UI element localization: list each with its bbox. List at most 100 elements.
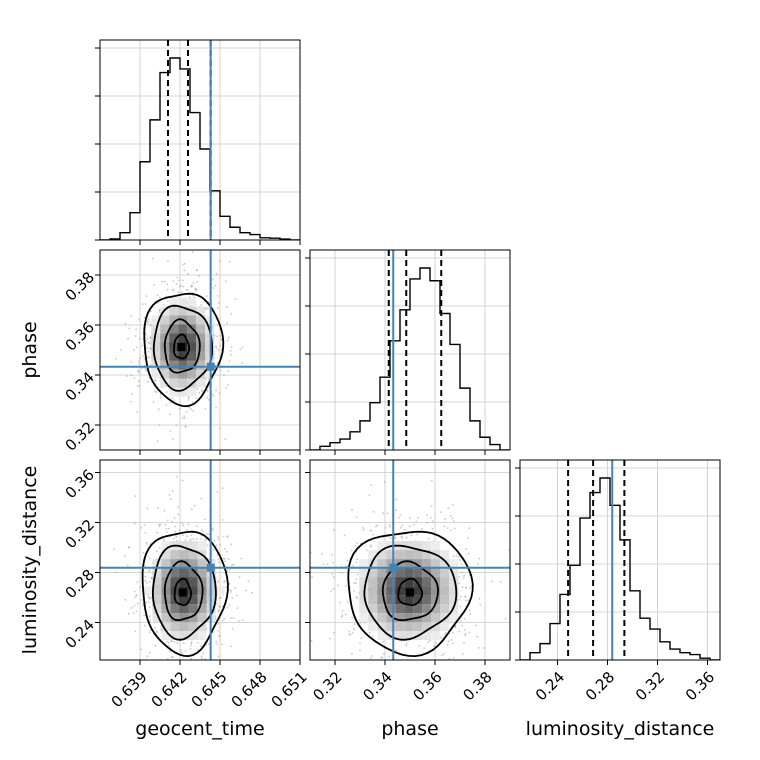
- sample-point: [132, 612, 135, 615]
- sample-point: [354, 544, 356, 547]
- panel-frame: [99, 249, 301, 451]
- sample-point: [198, 391, 201, 394]
- x-tick-label: 0.24: [532, 668, 568, 704]
- sample-point: [464, 595, 467, 598]
- sample-point: [149, 615, 151, 617]
- sample-point: [215, 406, 217, 409]
- density-cell: [413, 541, 423, 551]
- density-cell: [359, 568, 369, 578]
- panel-plot-area: [520, 460, 720, 660]
- sample-point: [427, 641, 429, 643]
- density-cell: [386, 604, 396, 614]
- density-cell: [422, 604, 432, 614]
- density-cell: [386, 577, 396, 587]
- sample-point: [228, 360, 231, 363]
- density-cell: [422, 622, 432, 632]
- sample-point: [461, 624, 463, 627]
- sample-point: [147, 341, 150, 344]
- sample-point: [230, 312, 233, 315]
- sample-point: [351, 508, 353, 511]
- density-cell: [178, 387, 188, 397]
- sample-point: [449, 515, 452, 517]
- density-cell: [152, 577, 162, 587]
- sample-point: [352, 564, 355, 567]
- sample-point: [326, 563, 329, 565]
- sample-point: [383, 480, 386, 483]
- x-axis-label-luminosity_distance: luminosity_distance: [526, 718, 715, 740]
- sample-point: [359, 622, 361, 624]
- x-axis-label-geocent_time: geocent_time: [135, 718, 264, 740]
- sample-point: [130, 393, 133, 395]
- sample-point: [205, 295, 208, 297]
- sample-point: [477, 562, 479, 565]
- sample-point: [333, 631, 335, 634]
- sample-point: [229, 589, 232, 591]
- panel-frame: [309, 249, 511, 451]
- sample-point: [355, 662, 357, 664]
- sample-point: [143, 614, 145, 617]
- density-cell: [395, 577, 405, 587]
- sample-point: [200, 657, 203, 660]
- sample-point: [344, 613, 347, 616]
- density-cell: [188, 559, 198, 569]
- sample-point: [172, 537, 175, 540]
- density-cell: [377, 631, 387, 641]
- sample-point: [355, 582, 357, 585]
- density-cell: [161, 550, 171, 560]
- sample-point: [140, 648, 143, 651]
- sample-point: [475, 624, 478, 627]
- sample-point: [236, 607, 239, 609]
- sample-point: [241, 619, 244, 622]
- density-cell: [160, 351, 170, 361]
- sample-point: [196, 387, 199, 390]
- sample-point: [139, 337, 141, 340]
- sample-point: [217, 295, 219, 297]
- sample-point: [136, 369, 139, 372]
- sample-point: [218, 597, 221, 599]
- sample-point: [398, 672, 400, 674]
- sample-point: [478, 647, 480, 649]
- sample-point: [182, 642, 185, 645]
- sample-point: [353, 628, 355, 630]
- sample-point: [149, 323, 152, 326]
- density-cell: [152, 604, 162, 614]
- sample-point: [198, 274, 201, 277]
- sample-point: [452, 555, 455, 557]
- sample-point: [217, 609, 220, 612]
- density-cell: [449, 568, 459, 578]
- sample-point: [133, 522, 136, 525]
- sample-point: [133, 377, 136, 379]
- sample-point: [138, 385, 141, 387]
- density-cell: [386, 622, 396, 632]
- density-cell: [169, 297, 179, 307]
- sample-point: [459, 595, 462, 598]
- sample-point: [217, 536, 220, 538]
- sample-point: [202, 652, 205, 655]
- sample-point: [468, 609, 471, 612]
- sample-point: [158, 525, 161, 528]
- density-cell: [422, 559, 432, 569]
- sample-point: [224, 280, 227, 283]
- density-cell: [160, 324, 170, 334]
- sample-point: [230, 543, 232, 545]
- y-tick-label: 0.32: [62, 516, 98, 552]
- density-cell: [169, 306, 179, 316]
- panel-frame: [99, 459, 301, 661]
- contour-level-2: [163, 318, 201, 374]
- sample-point: [212, 395, 215, 397]
- sample-point: [217, 561, 220, 564]
- sample-point: [351, 652, 353, 655]
- panel-plot-area: [310, 250, 510, 450]
- density-cell: [395, 550, 405, 560]
- sample-point: [427, 537, 430, 540]
- sample-point: [423, 647, 426, 650]
- density-cell: [404, 559, 414, 569]
- sample-point: [332, 576, 335, 578]
- panel-phase-phase: [305, 249, 511, 455]
- density-cell: [151, 351, 161, 361]
- sample-point: [195, 525, 198, 527]
- sample-point: [165, 404, 168, 406]
- sample-point: [234, 587, 237, 590]
- density-cell: [368, 595, 378, 605]
- sample-point: [449, 529, 452, 532]
